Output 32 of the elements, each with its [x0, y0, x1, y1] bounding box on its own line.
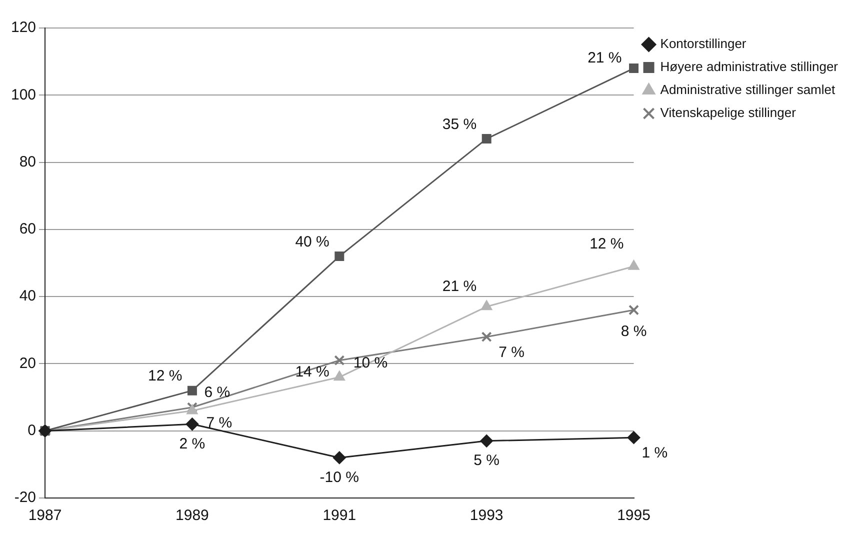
legend-label: Administrative stillinger samlet [660, 82, 836, 98]
legend-label: Kontorstillinger [660, 36, 747, 52]
annotation: 7 % [206, 414, 232, 432]
x-tick-label: 1991 [322, 507, 356, 524]
y-tick-label: 20 [19, 354, 36, 372]
annotation: -10 % [320, 468, 359, 486]
y-tick-label: -20 [14, 489, 36, 506]
y-tick-label: 0 [28, 422, 36, 439]
x-tick-label: 1995 [617, 507, 650, 524]
y-tick-label: 120 [10, 19, 36, 36]
y-tick-label: 40 [19, 288, 36, 305]
annotation: 40 % [295, 233, 330, 250]
annotation: 12 % [148, 368, 182, 385]
legend-label: Vitenskapelige stillinger [660, 105, 797, 120]
annotation: 8 % [620, 323, 647, 340]
annotation: 21 % [588, 49, 622, 66]
legend-label: Høyere administrative stillinger [660, 59, 839, 74]
y-tick-label: 100 [10, 86, 36, 104]
x-tick-label: 1987 [28, 507, 62, 524]
y-tick-label: 80 [19, 153, 36, 170]
x-tick-label: 1993 [470, 507, 504, 524]
annotation: 10 % [353, 354, 388, 372]
annotation: 7 % [498, 344, 524, 361]
x-tick-label: 1989 [176, 507, 209, 524]
annotation: 12 % [590, 236, 624, 252]
annotation: 1 % [642, 444, 668, 462]
annotation: 35 % [442, 116, 477, 133]
annotation: 2 % [179, 435, 206, 452]
annotation: 21 % [442, 278, 477, 295]
annotation: 6 % [204, 384, 230, 401]
annotation: 5 % [474, 452, 500, 470]
y-tick-label: 60 [19, 220, 36, 238]
